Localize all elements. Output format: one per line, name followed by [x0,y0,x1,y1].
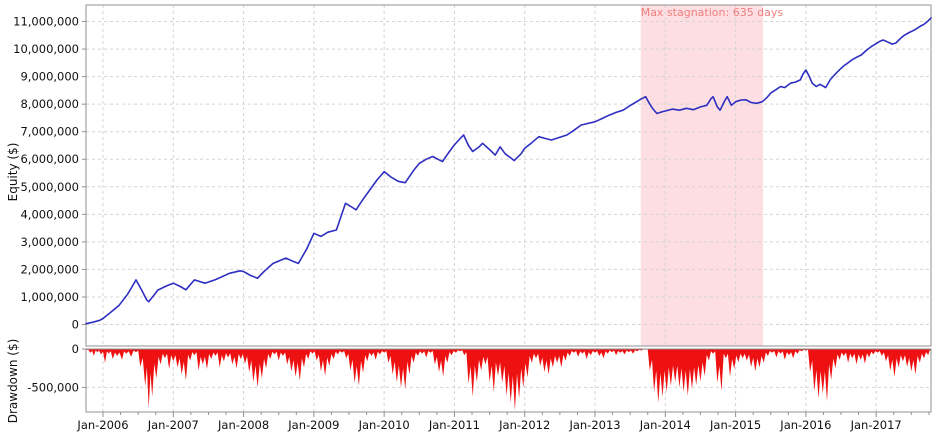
equity-ytick-label: 10,000,000 [13,42,79,56]
xtick-label: Jan-2009 [287,418,339,432]
xtick-label: Jan-2006 [76,418,128,432]
xtick-label: Jan-2012 [498,418,550,432]
xtick-label: Jan-2011 [428,418,480,432]
equity-ytick-label: 6,000,000 [20,152,79,166]
drawdown-ytick-label: 0 [72,342,79,356]
equity-ytick-label: 5,000,000 [20,180,79,194]
drawdown-area [86,349,931,411]
equity-ytick-label: 4,000,000 [20,207,79,221]
xtick-label: Jan-2007 [147,418,199,432]
stagnation-band [640,5,764,346]
equity-ytick-label: 8,000,000 [20,97,79,111]
xtick-label: Jan-2016 [779,418,831,432]
equity-ytick-label: 3,000,000 [20,235,79,249]
xtick-label: Jan-2010 [358,418,410,432]
xtick-label: Jan-2008 [217,418,269,432]
xtick-label: Jan-2015 [709,418,761,432]
xtick-label: Jan-2017 [850,418,902,432]
stagnation-annotation: Max stagnation: 635 days [640,6,784,19]
drawdown-axis-title: Drawdown ($) [6,338,20,424]
xtick-label: Jan-2013 [568,418,620,432]
equity-ytick-label: 9,000,000 [20,70,79,84]
equity-axis-title: Equity ($) [6,142,20,202]
equity-ytick-label: 2,000,000 [20,262,79,276]
xtick-label: Jan-2014 [639,418,691,432]
equity-ytick-label: 1,000,000 [20,290,79,304]
equity-ytick-label: 7,000,000 [20,125,79,139]
equity-ytick-label: 11,000,000 [13,15,79,29]
equity-panel-border [85,4,932,347]
drawdown-ytick-label: -500,000 [27,380,79,394]
equity-ytick-label: 0 [72,318,79,332]
drawdown-panel-border [85,348,932,413]
equity-line [85,17,932,325]
